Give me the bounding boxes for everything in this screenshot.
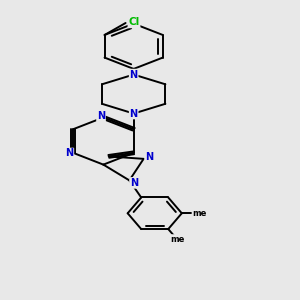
Text: N: N — [65, 148, 74, 158]
Text: me: me — [170, 235, 184, 244]
Text: N: N — [97, 111, 105, 121]
Text: N: N — [130, 109, 138, 118]
Text: N: N — [130, 70, 138, 80]
Text: me: me — [192, 209, 207, 218]
Text: Cl: Cl — [128, 17, 140, 27]
Text: N: N — [130, 178, 138, 188]
Text: N: N — [145, 152, 153, 162]
